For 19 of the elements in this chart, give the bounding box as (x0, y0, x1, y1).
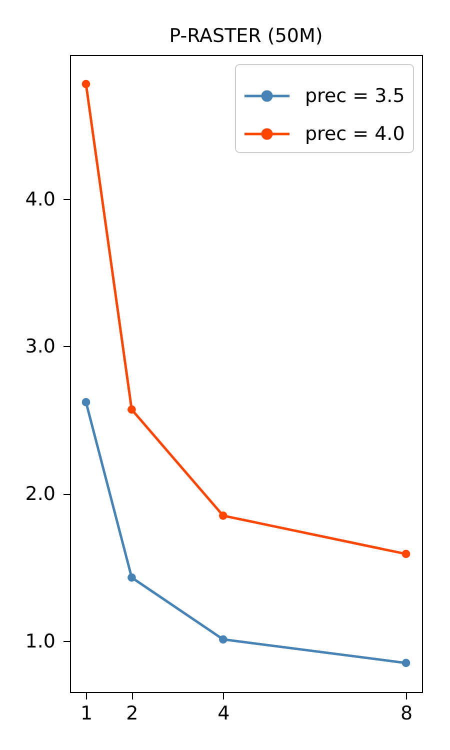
point (128, 405, 136, 414)
y-tick-label: 1.0 (25, 630, 56, 652)
chart-title: P-RASTER (50M) (169, 25, 323, 47)
x-tick-label: 8 (400, 702, 413, 724)
point (82, 398, 90, 406)
point (402, 658, 410, 668)
point (218, 511, 228, 520)
point (82, 80, 90, 88)
x-tick-label: 2 (126, 702, 138, 724)
point (128, 573, 136, 582)
point (218, 635, 228, 644)
y-tick-label: 4.0 (25, 188, 56, 210)
y-tick-label: 2.0 (25, 483, 56, 506)
legend-label: prec = 4.0 (305, 123, 405, 145)
x-tick-label: 4 (218, 702, 230, 724)
legend-label: prec = 3.5 (305, 85, 405, 107)
y-tick-label: 3.0 (25, 336, 56, 358)
point (402, 550, 410, 558)
x-tick-label: 1 (80, 702, 93, 724)
